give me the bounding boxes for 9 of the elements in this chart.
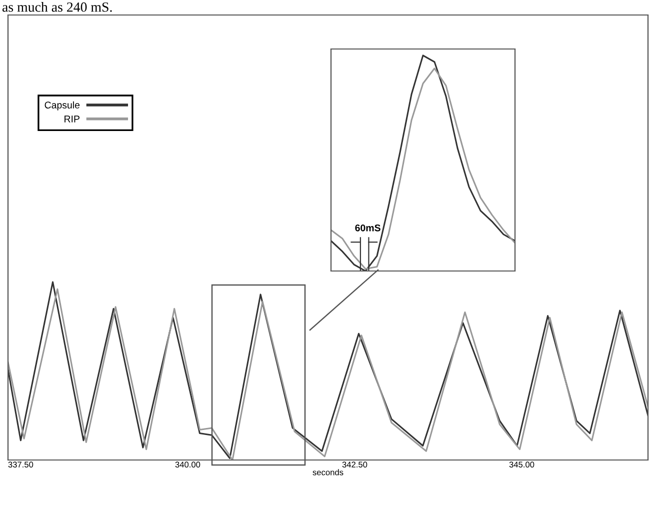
x-tick-label: 345.00 [509, 462, 534, 468]
legend-label: RIP [64, 116, 80, 122]
text: as much as 240 mS. [2, 2, 112, 12]
x-tick-label: 340.00 [175, 462, 200, 468]
x-axis-title: seconds [312, 469, 344, 476]
x-tick-label: 342.50 [342, 462, 368, 468]
legend-label: Capsule [44, 101, 80, 110]
x-tick-label: 337.50 [8, 462, 34, 468]
annotation: 60mS [355, 224, 380, 232]
